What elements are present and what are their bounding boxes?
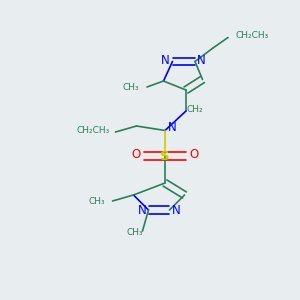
Text: CH₃: CH₃	[127, 228, 143, 237]
Text: N: N	[172, 203, 181, 217]
Text: N: N	[137, 203, 146, 217]
Text: O: O	[189, 148, 198, 161]
Text: CH₃: CH₃	[88, 196, 105, 206]
Text: N: N	[196, 53, 206, 67]
Text: CH₂: CH₂	[187, 105, 203, 114]
Text: N: N	[160, 53, 169, 67]
Text: CH₃: CH₃	[123, 82, 140, 91]
Text: N: N	[168, 121, 177, 134]
Text: S: S	[160, 149, 170, 163]
Text: CH₂CH₃: CH₂CH₃	[236, 32, 269, 40]
Text: O: O	[132, 148, 141, 161]
Text: CH₂CH₃: CH₂CH₃	[76, 126, 110, 135]
